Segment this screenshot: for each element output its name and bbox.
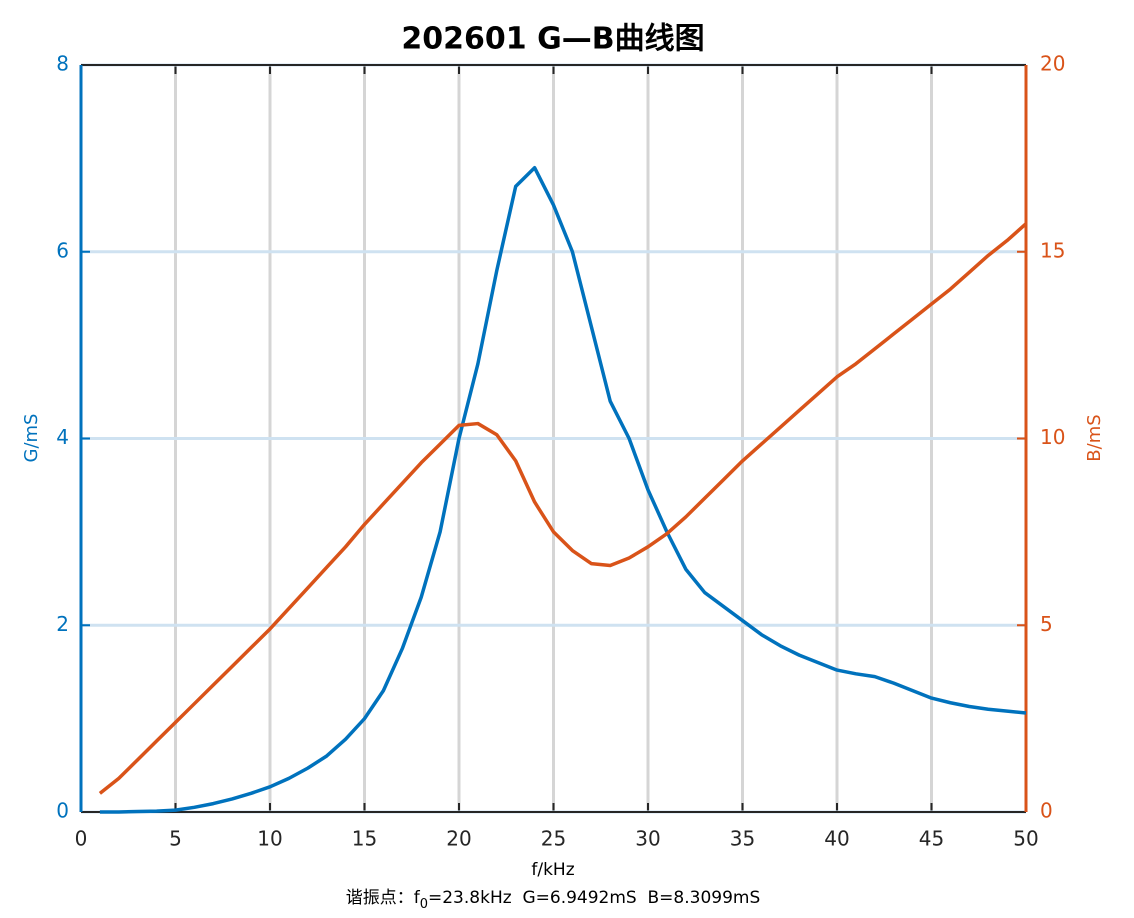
x-axis-label: f/kHz bbox=[531, 860, 574, 880]
x-tick-label: 20 bbox=[446, 827, 471, 851]
x-tick-label: 35 bbox=[730, 827, 755, 851]
y-tick-label: 0 bbox=[56, 799, 69, 823]
x-tick-label: 40 bbox=[824, 827, 849, 851]
x-tick-label: 10 bbox=[257, 827, 282, 851]
annotation: 谐振点：f0=23.8kHz G=6.9492mS B=8.3099mS bbox=[346, 888, 761, 912]
chart-title: 202601 G—B曲线图 bbox=[401, 22, 704, 57]
annotation-subscript: 0 bbox=[420, 897, 428, 912]
x-tick-label: 5 bbox=[169, 827, 182, 851]
y2-tick-label: 10 bbox=[1040, 425, 1065, 449]
x-tick-label: 30 bbox=[635, 827, 660, 851]
x-tick-label: 0 bbox=[75, 827, 88, 851]
y2-tick-label: 0 bbox=[1040, 799, 1053, 823]
annotation-part: =23.8kHz G=6.9492mS B=8.3099mS bbox=[428, 888, 760, 908]
x-tick-label: 25 bbox=[541, 827, 566, 851]
y2-tick-label: 20 bbox=[1040, 52, 1065, 76]
x-tick-label: 15 bbox=[352, 827, 377, 851]
y2-tick-label: 15 bbox=[1040, 238, 1065, 262]
line-series bbox=[99, 165, 1027, 814]
x-tick-label: 45 bbox=[919, 827, 944, 851]
line-series bbox=[98, 222, 1028, 795]
y-axis-label: G/mS bbox=[21, 414, 42, 463]
y2-tick-label: 5 bbox=[1040, 612, 1053, 636]
y-tick-label: 8 bbox=[56, 52, 69, 76]
y-tick-label: 2 bbox=[56, 612, 69, 636]
x-tick-label: 50 bbox=[1013, 827, 1038, 851]
y-tick-label: 6 bbox=[56, 238, 69, 262]
y2-axis-label: B/mS bbox=[1084, 414, 1105, 461]
annotation-part: 谐振点：f bbox=[346, 888, 421, 908]
y-tick-label: 4 bbox=[56, 425, 69, 449]
